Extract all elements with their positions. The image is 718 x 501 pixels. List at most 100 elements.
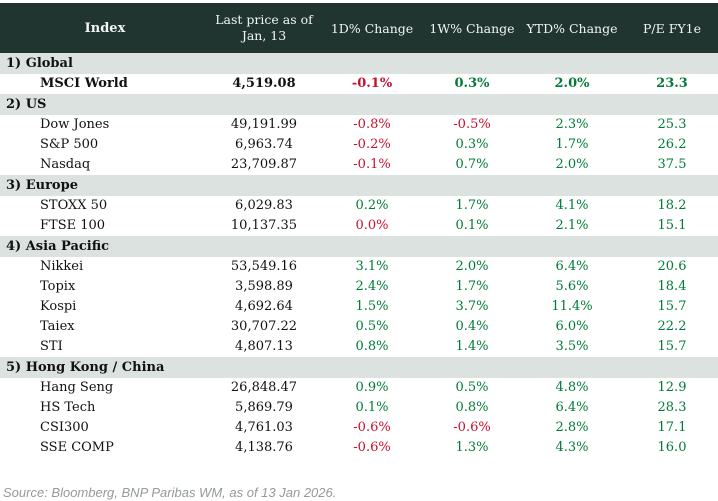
1d-change-value: 0.8% — [355, 339, 389, 354]
last-price-value: 5,869.79 — [235, 400, 293, 415]
1w-change-value: 0.1% — [455, 218, 489, 233]
index-name: Taiex — [40, 319, 75, 334]
1d-change-value: 0.9% — [355, 380, 389, 395]
last-price-value: 23,709.87 — [230, 157, 298, 172]
1w-change-value: 0.7% — [455, 157, 489, 172]
1d-change-value: 0.1% — [355, 400, 389, 415]
index-name: Nikkei — [40, 259, 84, 274]
last-price-value: 10,137.35 — [230, 218, 298, 233]
table-row: STI 4,807.13 0.8% 1.4% 3.5% 15.7 — [0, 337, 718, 357]
pe-value: 22.2 — [657, 319, 687, 334]
source-note: Source: Bloomberg, BNP Paribas WM, as of… — [3, 485, 337, 500]
ytd-change-value: 3.5% — [555, 339, 589, 354]
index-name: STI — [40, 339, 63, 354]
1d-change-value: 2.4% — [355, 279, 389, 294]
ytd-change-value: 2.8% — [555, 420, 589, 435]
ytd-change-value: 11.4% — [551, 299, 593, 314]
last-price-header-line2: Jan, 13 — [241, 28, 287, 43]
last-price-value: 4,138.76 — [235, 440, 293, 455]
1w-change-value: 3.7% — [455, 299, 489, 314]
last-price-value: 4,692.64 — [235, 299, 293, 314]
index-name: Topix — [40, 279, 76, 294]
1w-change-value: 1.7% — [455, 198, 489, 213]
section-row: 2) US — [0, 94, 718, 115]
ytd-change-value: 4.3% — [555, 440, 589, 455]
table-row: Taiex 30,707.22 0.5% 0.4% 6.0% 22.2 — [0, 317, 718, 337]
index-name: MSCI World — [40, 76, 128, 91]
table-row: Nasdaq 23,709.87 -0.1% 0.7% 2.0% 37.5 — [0, 155, 718, 175]
last-price-value: 49,191.99 — [230, 117, 298, 132]
column-header-ytd-change: YTD% Change — [526, 20, 618, 36]
index-name: Dow Jones — [40, 117, 110, 132]
ytd-change-value: 2.0% — [554, 76, 590, 91]
last-price-value: 6,963.74 — [235, 137, 293, 152]
last-price-header-line1: Last price as of — [215, 11, 313, 27]
pe-value: 37.5 — [657, 157, 687, 172]
1w-change-value: 0.8% — [455, 400, 489, 415]
ytd-change-value: 4.8% — [555, 380, 589, 395]
ytd-change-value: 6.0% — [555, 319, 589, 334]
ytd-change-value: 4.1% — [555, 198, 589, 213]
section-label: 4) Asia Pacific — [6, 239, 110, 254]
column-header-1w-change: 1W% Change — [429, 20, 515, 36]
1d-change-value: -0.1% — [351, 76, 393, 91]
index-name: STOXX 50 — [40, 198, 108, 213]
index-name: Hang Seng — [40, 380, 114, 395]
1w-change-value: 0.4% — [455, 319, 489, 334]
table-body: 1) Global MSCI World 4,519.08 -0.1% 0.3%… — [0, 53, 718, 458]
index-name: CSI300 — [40, 420, 89, 435]
pe-value: 18.2 — [657, 198, 687, 213]
column-header-index: Index — [84, 20, 126, 36]
last-price-value: 4,807.13 — [235, 339, 293, 354]
1d-change-value: -0.2% — [353, 137, 391, 152]
last-price-value: 4,519.08 — [232, 76, 296, 91]
ytd-change-value: 6.4% — [555, 400, 589, 415]
pe-value: 23.3 — [656, 76, 688, 91]
pe-value: 26.2 — [657, 137, 687, 152]
section-row: 5) Hong Kong / China — [0, 357, 718, 378]
1d-change-value: 0.0% — [355, 218, 389, 233]
table-row: Dow Jones 49,191.99 -0.8% -0.5% 2.3% 25.… — [0, 115, 718, 135]
table-row: CSI300 4,761.03 -0.6% -0.6% 2.8% 17.1 — [0, 418, 718, 438]
1d-change-value: -0.1% — [353, 157, 391, 172]
last-price-value: 53,549.16 — [230, 259, 298, 274]
table-row: MSCI World 4,519.08 -0.1% 0.3% 2.0% 23.3 — [0, 74, 718, 94]
pe-value: 12.9 — [657, 380, 687, 395]
section-label: 1) Global — [6, 56, 73, 71]
1w-change-value: 1.3% — [455, 440, 489, 455]
pe-value: 20.6 — [657, 259, 687, 274]
ytd-change-value: 2.0% — [555, 157, 589, 172]
column-header-pe: P/E FY1e — [643, 20, 701, 36]
last-price-value: 3,598.89 — [235, 279, 293, 294]
1d-change-value: 0.2% — [355, 198, 389, 213]
table-row: SSE COMP 4,138.76 -0.6% 1.3% 4.3% 16.0 — [0, 438, 718, 458]
pe-value: 18.4 — [657, 279, 687, 294]
table-header-row: Index Last price as of Jan, 13 1D% Chang… — [0, 3, 718, 53]
1d-change-value: 0.5% — [355, 319, 389, 334]
pe-value: 28.3 — [657, 400, 687, 415]
table-row: Nikkei 53,549.16 3.1% 2.0% 6.4% 20.6 — [0, 257, 718, 277]
ytd-change-value: 2.1% — [555, 218, 589, 233]
1w-change-value: 0.5% — [455, 380, 489, 395]
1w-change-value: 0.3% — [455, 137, 489, 152]
1d-change-value: -0.8% — [353, 117, 391, 132]
ytd-change-value: 5.6% — [555, 279, 589, 294]
index-name: S&P 500 — [40, 137, 99, 152]
1d-change-value: -0.6% — [353, 440, 391, 455]
ytd-change-value: 6.4% — [555, 259, 589, 274]
section-row: 4) Asia Pacific — [0, 236, 718, 257]
table-row: Topix 3,598.89 2.4% 1.7% 5.6% 18.4 — [0, 277, 718, 297]
section-label: 3) Europe — [6, 178, 78, 193]
1w-change-value: 2.0% — [455, 259, 489, 274]
section-row: 3) Europe — [0, 175, 718, 196]
1w-change-value: 1.4% — [455, 339, 489, 354]
column-header-last-price: Last price as of Jan, 13 — [210, 12, 318, 45]
1w-change-value: -0.6% — [453, 420, 491, 435]
column-header-1d-change: 1D% Change — [330, 20, 414, 36]
1w-change-value: 1.7% — [455, 279, 489, 294]
section-label: 5) Hong Kong / China — [6, 360, 165, 375]
pe-value: 25.3 — [657, 117, 687, 132]
table-row: FTSE 100 10,137.35 0.0% 0.1% 2.1% 15.1 — [0, 216, 718, 236]
ytd-change-value: 2.3% — [555, 117, 589, 132]
